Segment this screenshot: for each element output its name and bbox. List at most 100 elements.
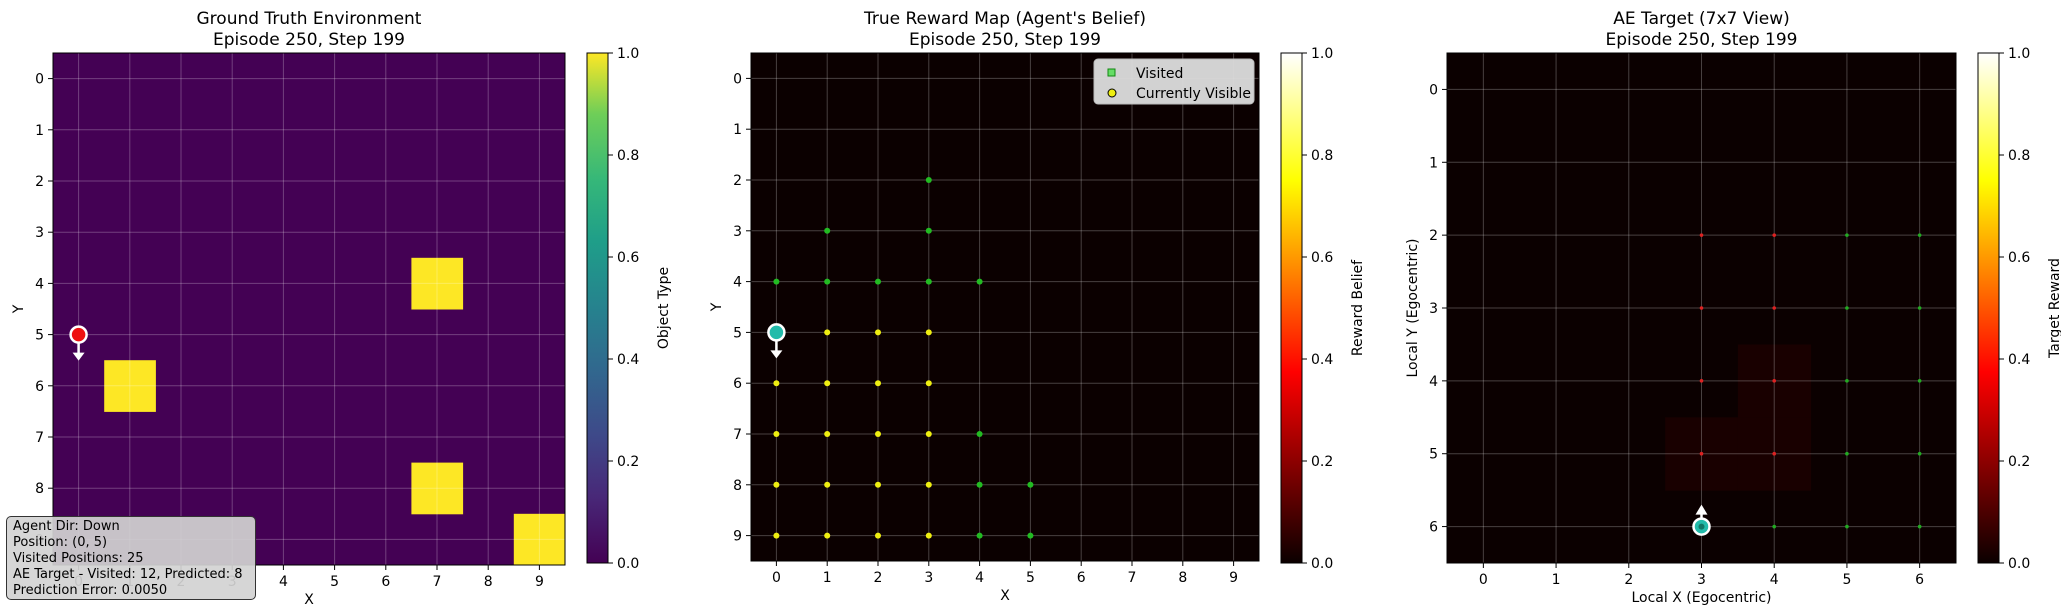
visited-dot (824, 227, 831, 234)
y-tick-label: 0 (35, 72, 44, 88)
colorbar-tick-label: 0.8 (1311, 148, 1333, 164)
y-tick-label: 3 (1429, 301, 1438, 317)
visited-dot (1027, 532, 1034, 539)
visible-dot (875, 329, 881, 336)
x-tick-label: 5 (1026, 570, 1035, 586)
visited-dot (773, 278, 780, 285)
y-tick-label: 6 (733, 376, 742, 392)
target-red-dot (1699, 451, 1704, 456)
colorbar-tick-label: 0.6 (2008, 250, 2030, 266)
visible-dot (824, 380, 831, 387)
info-visited-positions: Visited Positions: 25 (13, 551, 144, 566)
legend-visible-marker (1107, 88, 1117, 98)
visible-dot (824, 532, 831, 539)
visible-dot (925, 380, 932, 387)
y-tick-label: 0 (733, 71, 742, 87)
legend-visible-label: Currently Visible (1136, 86, 1251, 102)
y-tick-label: 1 (35, 123, 44, 139)
x-tick-label: 5 (330, 574, 339, 590)
colorbar-tick-label: 0.4 (617, 352, 639, 368)
visited-dot (976, 481, 983, 488)
colorbar-tick-label: 0.0 (617, 556, 639, 572)
chart-subtitle: Episode 250, Step 199 (1606, 30, 1798, 50)
target-green-dot (1845, 379, 1849, 383)
x-tick-label: 1 (1552, 572, 1561, 588)
heatmap-cell (104, 360, 156, 412)
plot-background (751, 53, 1259, 561)
target-red-dot (1772, 306, 1777, 310)
info-position: Position: (0, 5) (13, 535, 108, 550)
x-tick-label: 6 (381, 574, 390, 590)
target-red-dot (1772, 233, 1777, 237)
colorbar-tick-label: 0.0 (1311, 556, 1333, 572)
y-tick-label: 0 (1429, 82, 1438, 98)
x-tick-label: 7 (433, 574, 442, 590)
info-prediction-error: Prediction Error: 0.0050 (13, 583, 168, 598)
visible-dot (875, 532, 881, 539)
x-tick-label: 4 (279, 574, 288, 590)
x-tick-label: 2 (874, 570, 883, 586)
x-tick-label: 9 (1229, 570, 1238, 586)
colorbar-tick-label: 1.0 (1311, 46, 1333, 62)
colorbar-tick-label: 0.2 (2008, 454, 2030, 470)
x-tick-label: 2 (1624, 572, 1633, 588)
agent-direction-arrow-head (1695, 504, 1708, 515)
y-tick-label: 3 (733, 224, 742, 240)
plot-background (53, 53, 565, 565)
chart-title: True Reward Map (Agent's Belief) (863, 9, 1146, 29)
colorbar-label: Reward Belief (1350, 259, 1366, 356)
visible-dot (773, 481, 780, 488)
visible-dot (875, 380, 881, 387)
heatmap-cell (411, 257, 464, 310)
agent-marker (69, 325, 88, 344)
x-tick-label: 3 (1697, 572, 1706, 588)
colorbar-tick-label: 0.8 (2008, 148, 2030, 164)
info-box: Agent Dir: Down Position: (0, 5) Visited… (6, 516, 256, 600)
y-tick-label: 8 (733, 478, 742, 494)
visible-dot (773, 380, 780, 387)
target-green-dot (1917, 306, 1922, 310)
visited-dot (976, 532, 983, 539)
target-green-dot (1845, 524, 1849, 529)
x-tick-label: 1 (823, 570, 832, 586)
target-red-dot (1699, 233, 1704, 237)
visited-dot (925, 227, 932, 234)
colorbar-tick-label: 0.4 (1311, 352, 1333, 368)
colorbar-tick-label: 1.0 (617, 46, 639, 62)
colorbar-tick-label: 0.2 (617, 454, 639, 470)
x-tick-label: 6 (1077, 570, 1086, 586)
chart-title: AE Target (7x7 View) (1613, 9, 1789, 29)
y-tick-label: 1 (733, 122, 742, 138)
visited-dot (976, 278, 983, 285)
colorbar-tick-label: 1.0 (2008, 46, 2030, 62)
heatmap-cell (411, 462, 464, 515)
visible-dot (875, 481, 881, 488)
visited-dot (976, 431, 983, 437)
y-tick-label: 6 (1429, 520, 1438, 536)
plot-frame (52, 52, 566, 566)
x-axis-label: X (304, 592, 314, 608)
x-tick-label: 9 (535, 574, 544, 590)
colorbar (1280, 52, 1303, 564)
visible-dot (925, 431, 932, 437)
y-tick-label: 1 (1429, 155, 1438, 171)
x-axis-label: X (1000, 588, 1010, 604)
colorbar-tick-label: 0.0 (2008, 556, 2030, 572)
x-tick-label: 5 (1842, 572, 1851, 588)
y-tick-label: 5 (35, 328, 44, 344)
y-axis-label: Local Y (Egocentric) (1405, 239, 1421, 378)
y-tick-label: 6 (35, 379, 44, 395)
target-green-dot (1845, 233, 1849, 237)
target-green-dot (1917, 451, 1922, 456)
y-tick-label: 2 (35, 174, 44, 190)
x-tick-label: 0 (1479, 572, 1488, 588)
x-tick-label: 6 (1915, 572, 1924, 588)
agent-direction-arrow-head (72, 352, 85, 361)
y-tick-label: 8 (35, 481, 44, 497)
heatmap-cell (513, 513, 566, 566)
target-red-dot (1699, 379, 1704, 383)
target-green-dot (1845, 451, 1849, 456)
colorbar-tick-label: 0.6 (1311, 250, 1333, 266)
